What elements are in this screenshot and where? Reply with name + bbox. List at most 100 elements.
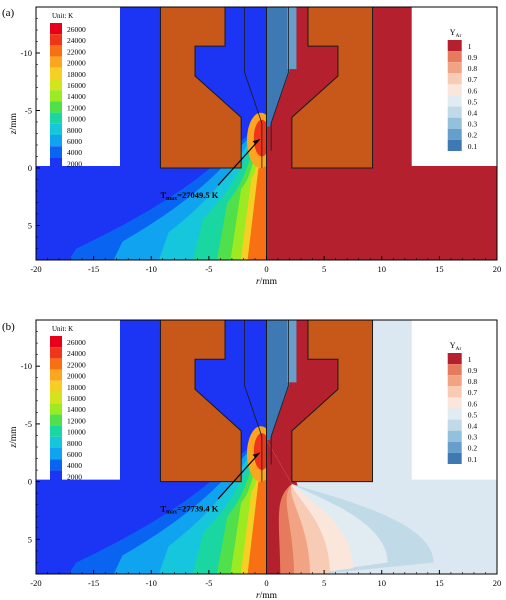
temperature-legend-label: 24000 [67,349,86,358]
temperature-legend-label: 26000 [67,25,86,34]
temperature-legend-swatch [50,392,62,404]
argon-legend-swatch [447,452,462,464]
y-axis-label: z/mm [9,112,19,135]
temperature-legend-label: 14000 [67,92,86,101]
panel-label: (b) [2,321,15,333]
argon-legend-swatch [447,128,462,140]
argon-legend-label: 0.5 [468,97,478,106]
temperature-legend-label: 16000 [67,394,86,403]
argon-legend-title: YAr [450,28,462,39]
temperature-legend-swatch [50,67,62,79]
argon-legend-label: 0.5 [468,410,478,419]
x-tick-label: -20 [30,578,41,588]
panel-b: Unit: K260002400022000200001800016000140… [2,319,501,600]
temperature-legend-label: 14000 [67,405,86,414]
temperature-legend-swatch [50,112,62,124]
argon-legend-swatch [447,353,462,365]
argon-legend-swatch [447,73,462,85]
temperature-legend-swatch [50,146,62,158]
x-axis-label-var: r [256,591,260,600]
argon-legend-label: 0.2 [468,131,478,140]
temperature-legend-swatch [50,414,62,426]
x-tick-label: 0 [264,264,268,274]
x-tick-label: 10 [378,578,387,588]
panel-a: Unit: K260002400022000200001800016000140… [2,6,501,287]
argon-legend-swatch [447,84,462,96]
argon-legend-label: 0.8 [468,377,478,386]
argon-legend-label: 1 [468,355,472,364]
x-tick-label: 5 [322,264,326,274]
temperature-legend-swatch [50,101,62,113]
y-tick-label: -10 [21,48,32,58]
tmax-label-value: =27049.5 K [177,190,219,200]
torch-body-left [159,7,242,169]
argon-legend-label: 0.8 [468,64,478,73]
argon-channel-edge [287,320,297,383]
argon-legend-swatch [447,408,462,420]
y-tick-label: -10 [21,361,32,371]
argon-legend-label: 0.9 [468,366,478,375]
y-tick-label: 0 [28,477,32,487]
temperature-legend-swatch [50,347,62,359]
temperature-legend-label: 12000 [67,416,86,425]
temperature-legend-label: 22000 [67,360,86,369]
y-tick-label: 5 [28,534,32,544]
temperature-legend-label: 26000 [67,338,86,347]
temperature-legend-label: 8000 [67,439,82,448]
temperature-legend-label: 2000 [67,159,82,168]
temperature-legend-swatch [50,123,62,135]
argon-band [266,440,292,574]
cathode-outline-right [270,320,289,465]
y-axis-label-unit: /mm [9,426,19,444]
cathode-outline-left [244,7,263,168]
torch-body-left [159,320,242,483]
argon-legend-swatch [447,139,462,151]
argon-legend-title-sub: Ar [455,346,461,352]
temperature-legend-swatch [50,336,62,348]
temperature-legend-label: 2000 [67,472,82,481]
torch-body-right [291,320,374,483]
argon-channel [266,320,290,441]
argon-legend-label: 0.3 [468,120,478,129]
argon-legend-title: YAr [450,341,462,352]
temperature-legend-swatch [50,23,62,35]
tmax-arrow [217,452,261,500]
argon-legend-label: 0.6 [468,399,478,408]
x-axis-label: r/mm [256,591,278,600]
temperature-legend-label: 6000 [67,137,82,146]
temperature-legend-swatch [50,56,62,68]
temperature-legend-swatch [50,45,62,57]
argon-legend-swatch [447,51,462,63]
temperature-legend-swatch [50,79,62,91]
x-tick-label: 15 [435,264,444,274]
x-tick-label: -15 [88,264,99,274]
temperature-legend-swatch [50,436,62,448]
temperature-legend-label: 16000 [67,81,86,90]
panel-label: (a) [2,7,15,19]
temperature-legend-label: 20000 [67,372,86,381]
argon-legend-label: 0.4 [468,108,478,117]
tmax-label-sub: max [166,196,177,202]
x-tick-label: -10 [146,264,157,274]
argon-legend-swatch [447,397,462,409]
temperature-legend-label: 24000 [67,36,86,45]
x-tick-label: 10 [378,264,387,274]
argon-legend-label: 0.2 [468,444,478,453]
x-tick-label: -5 [205,264,212,274]
tmax-arrow [217,138,261,186]
argon-legend-label: 0.1 [468,142,478,151]
argon-channel-edge [287,7,297,70]
temperature-legend-title: Unit: K [52,12,73,20]
argon-legend-label: 0.6 [468,86,478,95]
x-tick-label: -15 [88,578,99,588]
argon-legend-swatch [447,375,462,387]
temperature-legend-label: 22000 [67,47,86,56]
temperature-legend-swatch [50,90,62,102]
argon-legend-label: 0.7 [468,388,478,397]
argon-legend-label: 0.9 [468,53,478,62]
tmax-arrowhead [252,452,260,458]
temperature-legend-label: 10000 [67,428,86,437]
x-axis-label: r/mm [256,277,278,287]
temperature-legend-label: 4000 [67,461,82,470]
